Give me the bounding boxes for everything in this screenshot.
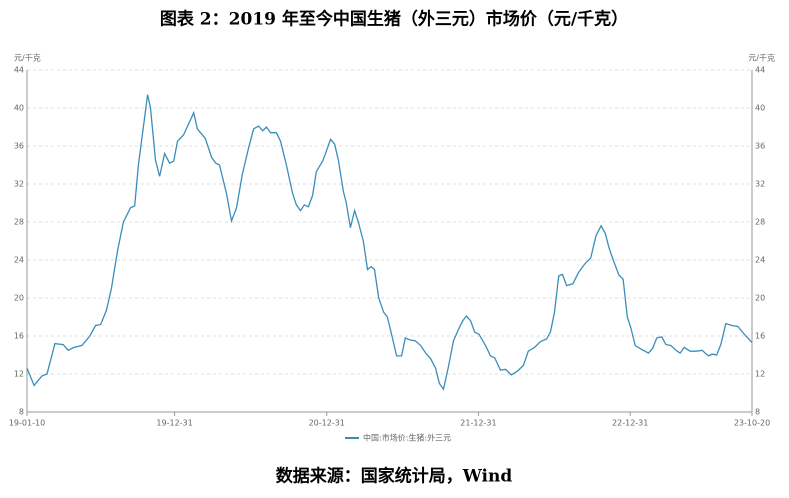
legend-label: 中国:市场价:生猪:外三元 (363, 433, 451, 443)
y2-axis-label: 元/千克 (748, 53, 775, 63)
chart-title: 图表 2：2019 年至今中国生猪（外三元）市场价（元/千克） (160, 9, 628, 30)
y2-tick-label: 40 (755, 104, 765, 113)
x-tick-label: 19-01-10 (9, 419, 45, 428)
source-note: 数据来源：国家统计局，Wind (276, 466, 513, 487)
x-tick-label: 23-10-20 (734, 419, 770, 428)
data-line (26, 94, 753, 391)
y2-tick-label: 20 (755, 294, 765, 303)
y2-tick-label: 16 (755, 332, 765, 341)
y-tick-label: 32 (14, 180, 24, 189)
y-tick-label: 20 (14, 294, 24, 303)
x-tick-label: 21-12-31 (460, 419, 496, 428)
y-tick-label: 28 (14, 218, 24, 227)
y2-tick-label: 32 (755, 180, 765, 189)
y2-tick-label: 28 (755, 218, 765, 227)
y-tick-label: 40 (14, 104, 24, 113)
y2-tick-label: 8 (755, 408, 760, 417)
y2-tick-label: 12 (755, 370, 765, 379)
y2-tick-label: 44 (755, 66, 765, 75)
y-tick-label: 44 (14, 66, 24, 75)
y-tick-label: 12 (14, 370, 24, 379)
y-axis-label: 元/千克 (14, 53, 41, 63)
y-tick-label: 24 (14, 256, 24, 265)
x-tick-label: 22-12-31 (612, 419, 648, 428)
y2-tick-label: 24 (755, 256, 765, 265)
y-tick-label: 36 (14, 142, 24, 151)
x-tick-label: 19-12-31 (156, 419, 192, 428)
x-tick-label: 20-12-31 (309, 419, 345, 428)
y-tick-label: 16 (14, 332, 24, 341)
y2-tick-label: 36 (755, 142, 765, 151)
y-tick-label: 8 (19, 408, 24, 417)
